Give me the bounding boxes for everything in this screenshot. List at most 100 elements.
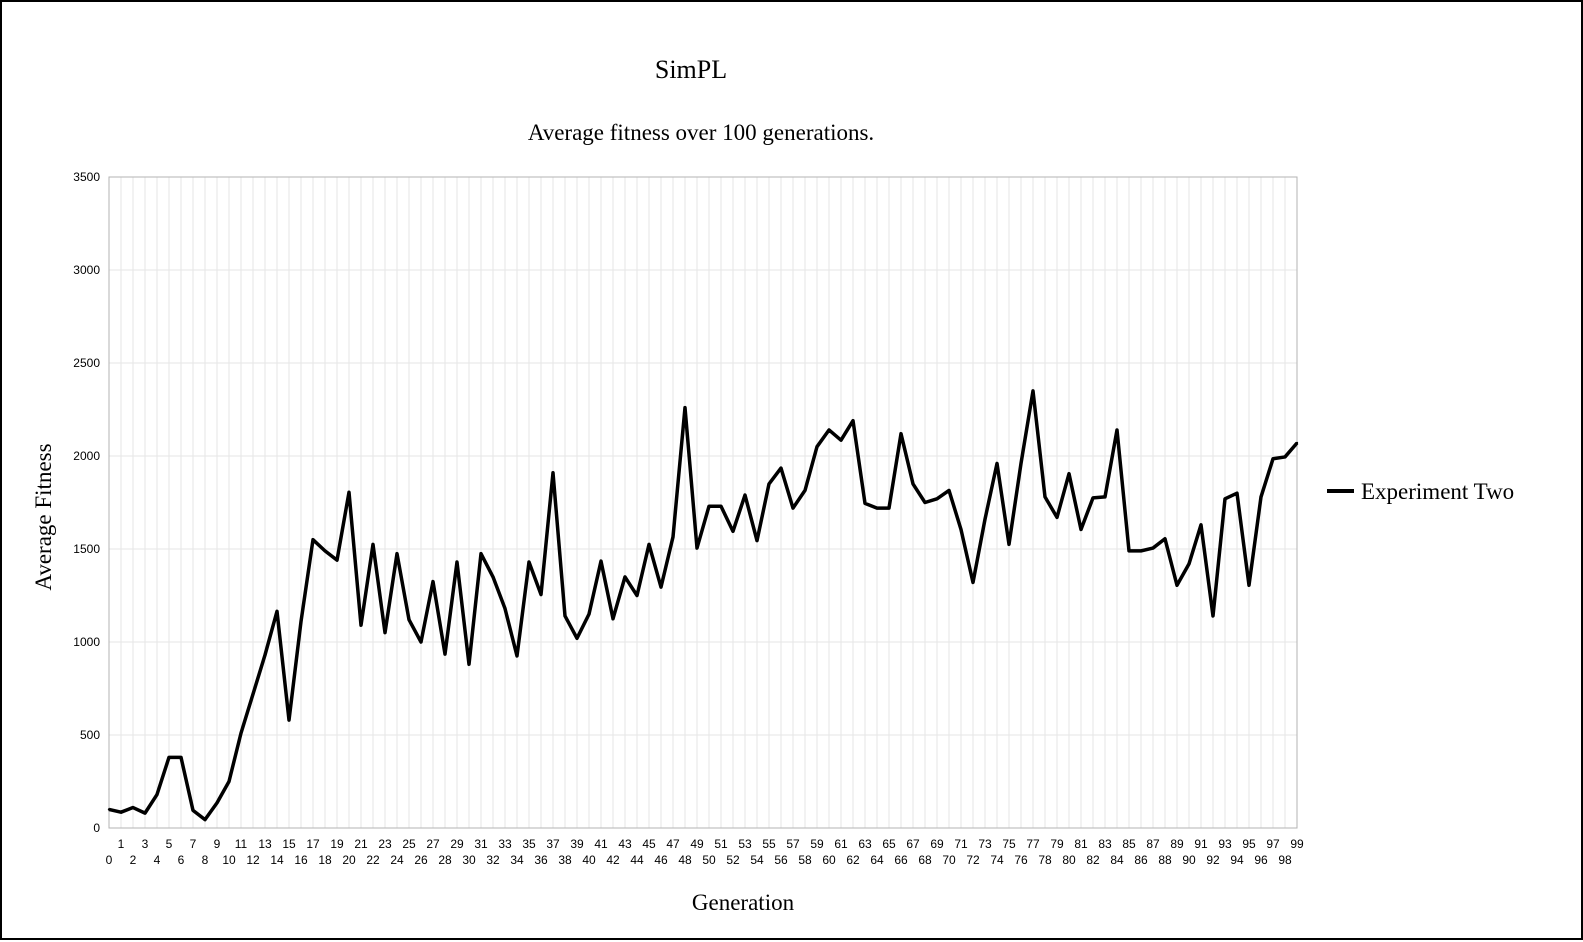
data-point bbox=[1175, 584, 1179, 587]
x-tick-label: 73 bbox=[978, 837, 992, 851]
data-point bbox=[575, 637, 579, 640]
x-tick-label: 3 bbox=[142, 837, 149, 851]
x-tick-label: 42 bbox=[606, 853, 620, 867]
x-tick-label: 86 bbox=[1134, 853, 1148, 867]
x-tick-label: 68 bbox=[918, 853, 932, 867]
data-point bbox=[323, 549, 327, 553]
x-tick-label: 26 bbox=[414, 853, 428, 867]
data-point bbox=[815, 445, 819, 448]
data-point bbox=[407, 618, 411, 621]
data-point bbox=[623, 575, 627, 579]
series-line-experiment-two bbox=[108, 389, 1299, 822]
x-tick-label: 8 bbox=[202, 853, 209, 867]
data-point bbox=[371, 543, 375, 546]
data-point bbox=[875, 506, 879, 510]
data-point bbox=[803, 489, 807, 492]
data-point bbox=[1091, 496, 1095, 500]
data-point bbox=[203, 818, 207, 821]
x-tick-label: 61 bbox=[834, 837, 848, 851]
x-tick-label: 0 bbox=[106, 853, 113, 867]
x-tick-label: 77 bbox=[1026, 837, 1040, 851]
x-tick-label: 17 bbox=[306, 837, 320, 851]
data-point bbox=[887, 506, 891, 510]
x-tick-label: 43 bbox=[618, 837, 632, 851]
x-tick-label: 34 bbox=[510, 853, 524, 867]
x-tick-label: 63 bbox=[858, 837, 872, 851]
data-point bbox=[863, 502, 867, 505]
x-tick-label: 65 bbox=[882, 837, 896, 851]
x-tick-label: 13 bbox=[258, 837, 272, 851]
data-point bbox=[1187, 562, 1191, 566]
data-point bbox=[947, 489, 951, 492]
x-tick-label: 82 bbox=[1086, 853, 1100, 867]
x-tick-label: 91 bbox=[1194, 837, 1208, 851]
x-tick-label: 72 bbox=[966, 853, 980, 867]
x-tick-label: 99 bbox=[1290, 837, 1304, 851]
x-tick-label: 12 bbox=[246, 853, 260, 867]
x-tick-label: 88 bbox=[1158, 853, 1172, 867]
data-point bbox=[647, 543, 651, 546]
data-point bbox=[1151, 546, 1155, 550]
data-point bbox=[1295, 441, 1299, 445]
data-point bbox=[383, 631, 387, 634]
y-tick-label: 3500 bbox=[73, 170, 100, 184]
y-axis-title: Average Fitness bbox=[31, 443, 56, 590]
data-point bbox=[395, 552, 399, 555]
series-layer bbox=[107, 389, 1299, 822]
data-point bbox=[1199, 523, 1203, 527]
x-tick-label: 23 bbox=[378, 837, 392, 851]
x-tick-label: 75 bbox=[1002, 837, 1016, 851]
data-point bbox=[551, 471, 555, 474]
data-point bbox=[119, 810, 123, 814]
y-tick-label: 2000 bbox=[73, 449, 100, 463]
x-tick-label: 35 bbox=[522, 837, 536, 851]
x-tick-label: 69 bbox=[930, 837, 944, 851]
grid-lines bbox=[108, 176, 1298, 829]
x-tick-label: 85 bbox=[1122, 837, 1136, 851]
x-tick-label: 78 bbox=[1038, 853, 1052, 867]
data-point bbox=[167, 756, 171, 759]
x-tick-label: 53 bbox=[738, 837, 752, 851]
data-point bbox=[611, 617, 615, 620]
x-tick-label: 60 bbox=[822, 853, 836, 867]
x-tick-label: 14 bbox=[270, 853, 284, 867]
x-axis-ticks: 0123456789101112131415161718192021222324… bbox=[106, 837, 1304, 867]
data-point bbox=[239, 731, 243, 735]
x-tick-label: 97 bbox=[1266, 837, 1280, 851]
x-tick-label: 49 bbox=[690, 837, 704, 851]
y-tick-label: 1500 bbox=[73, 542, 100, 556]
x-tick-label: 48 bbox=[678, 853, 692, 867]
data-point bbox=[851, 419, 855, 422]
data-point bbox=[983, 518, 987, 521]
x-tick-label: 79 bbox=[1050, 837, 1064, 851]
y-tick-label: 2500 bbox=[73, 356, 100, 370]
data-point bbox=[335, 558, 339, 562]
data-point bbox=[299, 620, 303, 623]
data-point bbox=[347, 491, 351, 494]
x-tick-label: 76 bbox=[1014, 853, 1028, 867]
legend-label: Experiment Two bbox=[1361, 479, 1514, 504]
plot-border bbox=[108, 176, 1298, 829]
x-tick-label: 50 bbox=[702, 853, 716, 867]
x-tick-label: 59 bbox=[810, 837, 824, 851]
x-tick-label: 18 bbox=[318, 853, 332, 867]
x-tick-label: 32 bbox=[486, 853, 500, 867]
y-tick-label: 0 bbox=[93, 821, 100, 835]
data-point bbox=[1223, 497, 1227, 500]
x-tick-label: 1 bbox=[118, 837, 125, 851]
data-point bbox=[1019, 462, 1023, 465]
data-point bbox=[359, 624, 363, 627]
data-point bbox=[503, 607, 507, 610]
data-point bbox=[1259, 495, 1263, 499]
data-point bbox=[995, 462, 999, 465]
x-tick-label: 27 bbox=[426, 837, 440, 851]
x-tick-label: 37 bbox=[546, 837, 560, 851]
data-point bbox=[275, 610, 279, 613]
data-point bbox=[923, 501, 927, 504]
x-tick-label: 11 bbox=[235, 837, 248, 851]
x-tick-label: 71 bbox=[954, 837, 968, 851]
y-axis-ticks: 0 500 1000 1500 2000 2500 3000 3500 bbox=[73, 170, 100, 835]
data-point bbox=[311, 538, 315, 541]
x-tick-label: 28 bbox=[438, 853, 452, 867]
